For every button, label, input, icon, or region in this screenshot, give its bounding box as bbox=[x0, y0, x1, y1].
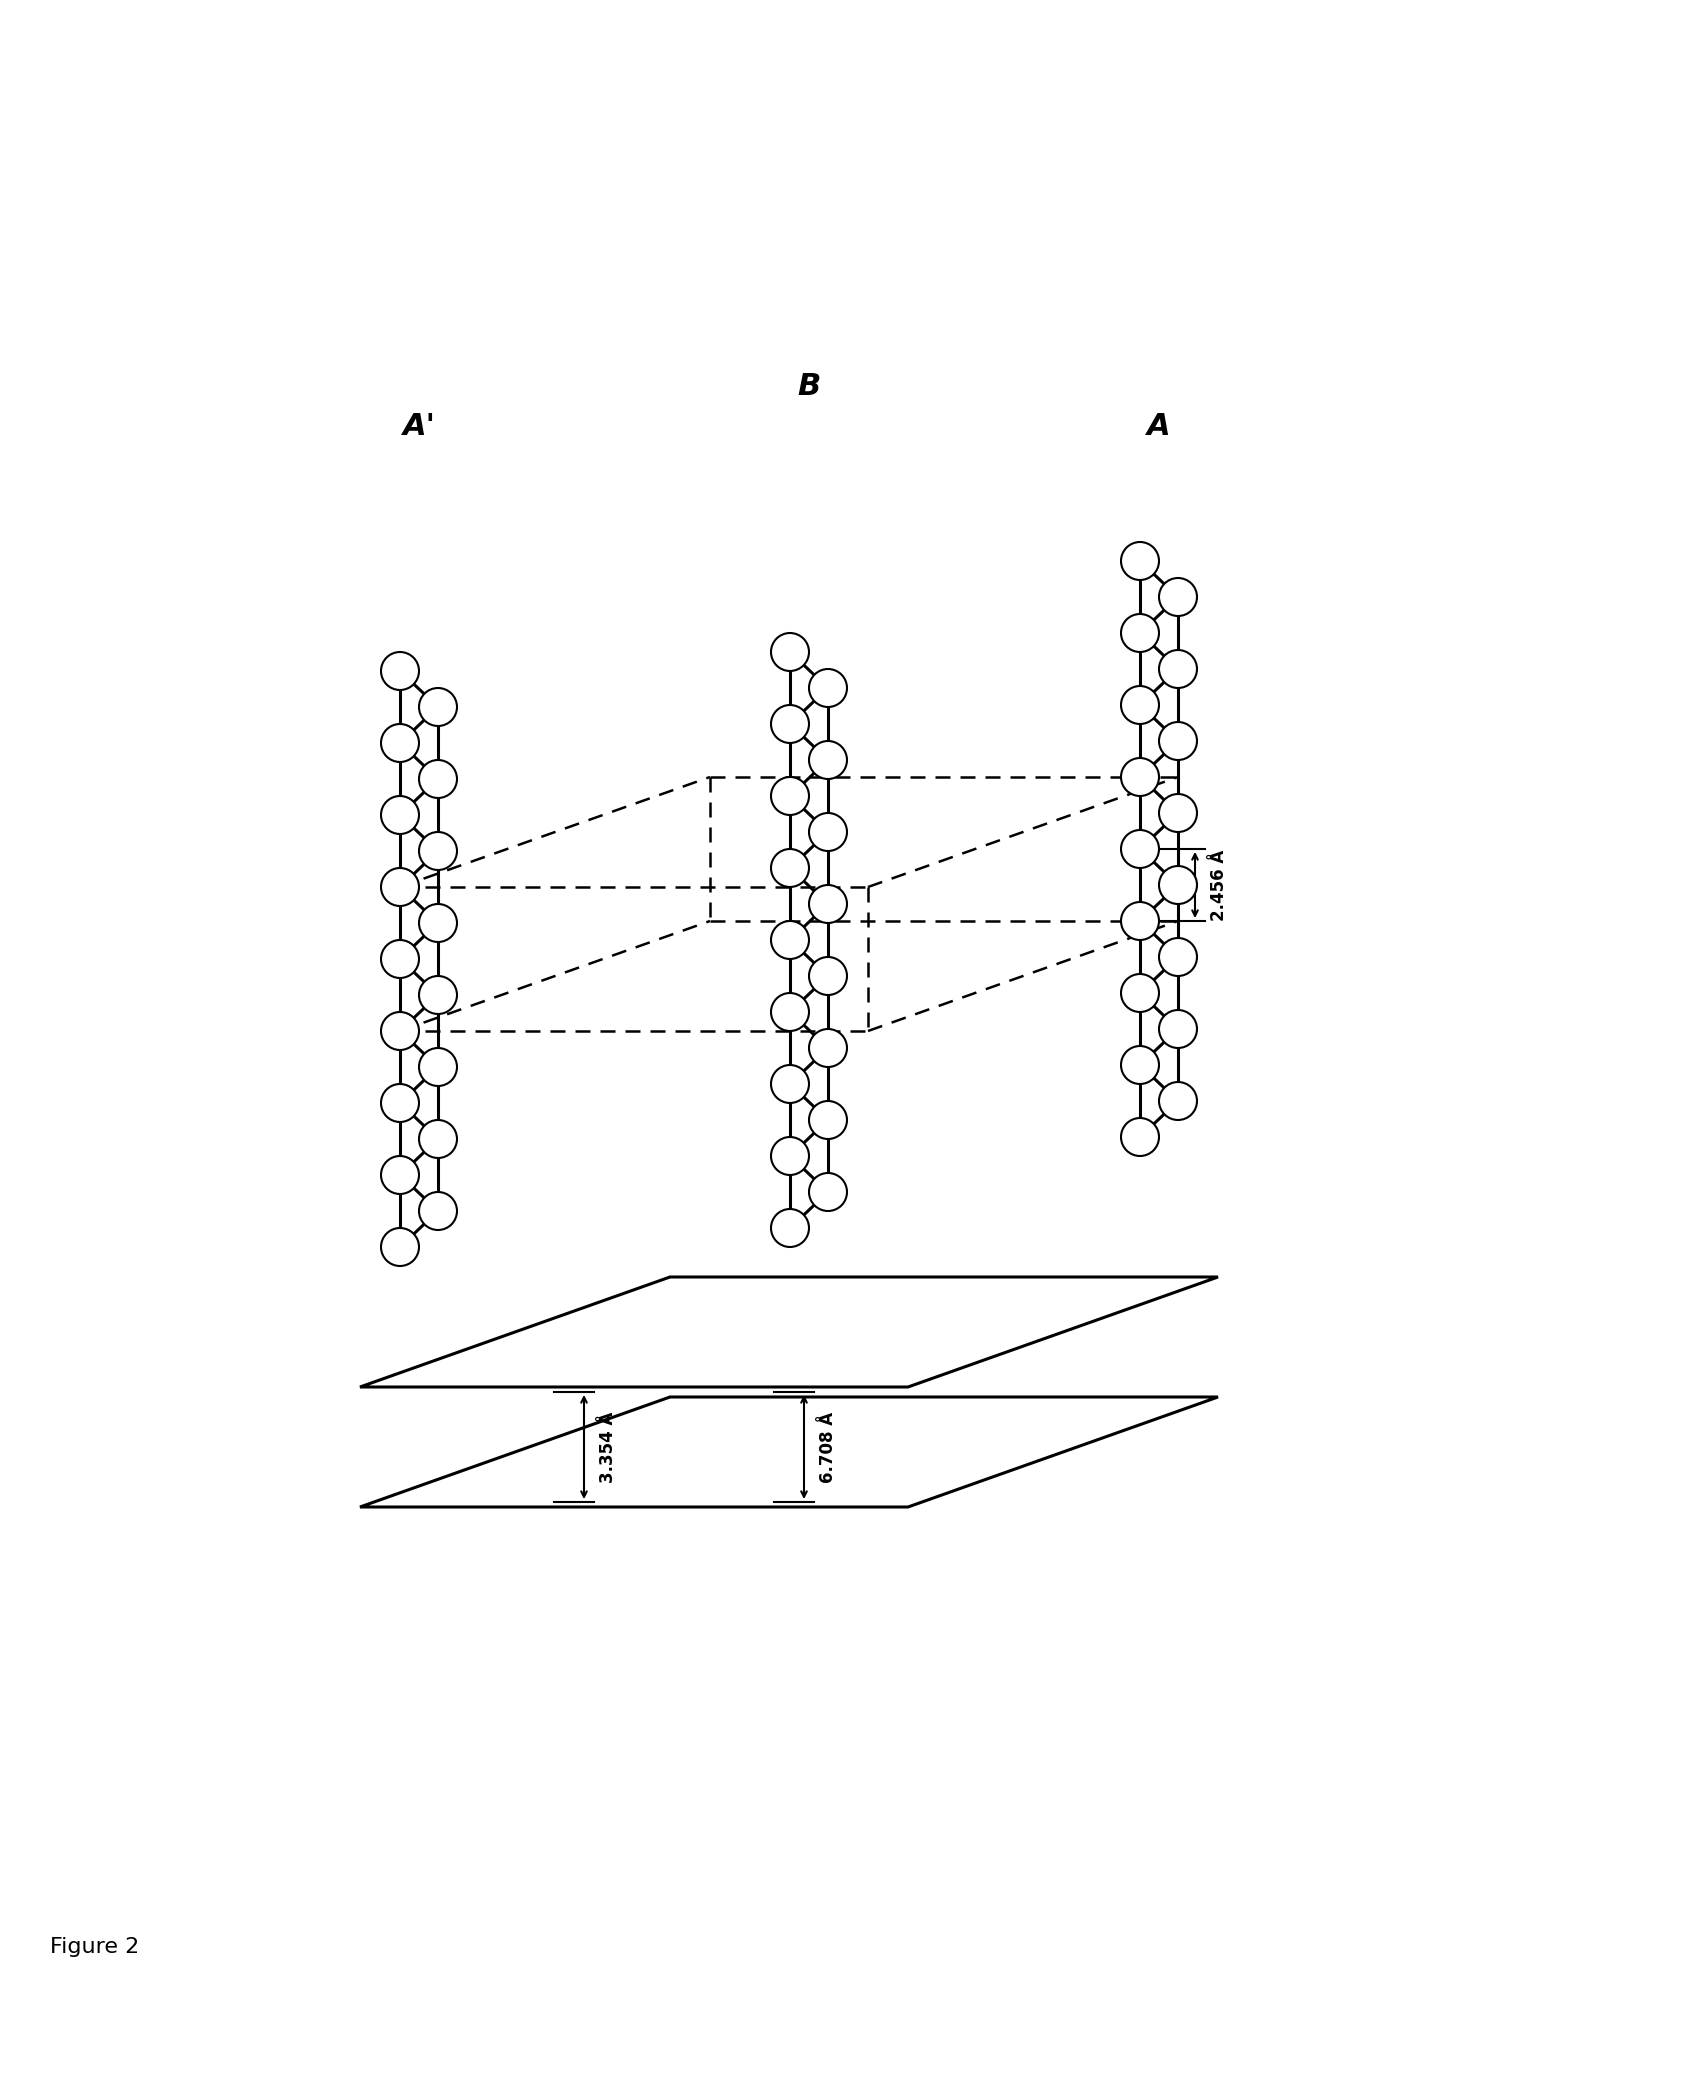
Circle shape bbox=[809, 956, 848, 994]
Text: Figure 2: Figure 2 bbox=[49, 1938, 139, 1957]
Circle shape bbox=[419, 833, 458, 870]
Circle shape bbox=[771, 1065, 809, 1103]
Circle shape bbox=[1120, 757, 1159, 797]
Circle shape bbox=[809, 740, 848, 778]
Circle shape bbox=[419, 1120, 458, 1158]
Circle shape bbox=[381, 723, 419, 761]
Circle shape bbox=[1159, 937, 1197, 975]
Circle shape bbox=[771, 778, 809, 816]
Circle shape bbox=[1159, 1011, 1197, 1048]
Circle shape bbox=[771, 633, 809, 671]
Circle shape bbox=[381, 652, 419, 690]
Circle shape bbox=[771, 1210, 809, 1248]
Circle shape bbox=[419, 1048, 458, 1086]
Circle shape bbox=[1120, 1046, 1159, 1084]
Circle shape bbox=[809, 814, 848, 851]
Circle shape bbox=[1120, 830, 1159, 868]
Circle shape bbox=[809, 1172, 848, 1210]
Text: A': A' bbox=[402, 411, 436, 440]
Circle shape bbox=[381, 1084, 419, 1122]
Circle shape bbox=[1120, 902, 1159, 939]
Circle shape bbox=[809, 1030, 848, 1067]
Circle shape bbox=[419, 975, 458, 1015]
Circle shape bbox=[771, 921, 809, 958]
Circle shape bbox=[419, 1191, 458, 1231]
Circle shape bbox=[1159, 795, 1197, 833]
Circle shape bbox=[1159, 579, 1197, 617]
Circle shape bbox=[1120, 541, 1159, 581]
Circle shape bbox=[381, 797, 419, 835]
Circle shape bbox=[809, 885, 848, 923]
Circle shape bbox=[419, 688, 458, 726]
Circle shape bbox=[381, 1229, 419, 1267]
Circle shape bbox=[1159, 650, 1197, 688]
Circle shape bbox=[1159, 1082, 1197, 1120]
Circle shape bbox=[771, 849, 809, 887]
Circle shape bbox=[1120, 686, 1159, 723]
Text: A: A bbox=[1148, 411, 1171, 440]
Circle shape bbox=[1120, 614, 1159, 652]
Circle shape bbox=[1120, 973, 1159, 1013]
Circle shape bbox=[419, 759, 458, 799]
Circle shape bbox=[771, 1137, 809, 1174]
Circle shape bbox=[381, 939, 419, 977]
Circle shape bbox=[419, 904, 458, 942]
Circle shape bbox=[809, 669, 848, 707]
Circle shape bbox=[771, 705, 809, 742]
Circle shape bbox=[1120, 1118, 1159, 1155]
Circle shape bbox=[809, 1101, 848, 1139]
Circle shape bbox=[771, 994, 809, 1032]
Circle shape bbox=[381, 868, 419, 906]
Text: 3.354 Å: 3.354 Å bbox=[598, 1411, 617, 1483]
Text: 6.708 Å: 6.708 Å bbox=[819, 1411, 837, 1483]
Circle shape bbox=[1159, 721, 1197, 759]
Circle shape bbox=[381, 1013, 419, 1051]
Text: B: B bbox=[797, 371, 820, 401]
Circle shape bbox=[381, 1155, 419, 1193]
Circle shape bbox=[1159, 866, 1197, 904]
Text: 2.456 Å: 2.456 Å bbox=[1210, 849, 1227, 921]
